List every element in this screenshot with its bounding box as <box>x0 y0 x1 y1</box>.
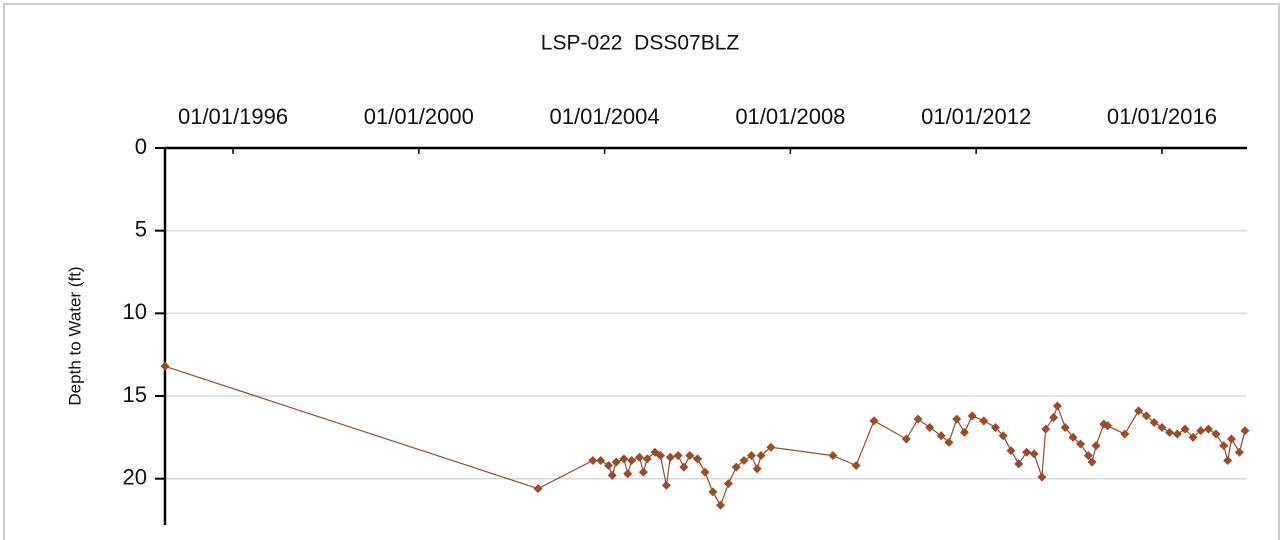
data-point <box>1211 429 1221 439</box>
y-tick-label: 5 <box>135 216 147 241</box>
data-point <box>627 456 637 466</box>
data-point <box>1226 434 1236 444</box>
data-point <box>1240 426 1250 436</box>
data-point <box>944 437 954 447</box>
data-point <box>1006 446 1016 456</box>
data-point <box>634 452 644 462</box>
x-tick-label: 01/01/1996 <box>178 104 288 129</box>
data-point <box>936 431 946 441</box>
data-point <box>588 456 598 466</box>
data-point <box>959 427 969 437</box>
data-point <box>1165 427 1175 437</box>
data-point <box>1029 449 1039 459</box>
data-point <box>1087 457 1097 467</box>
y-axis-label: Depth to Water (ft) <box>65 266 84 405</box>
data-point <box>766 442 776 452</box>
chart-title: LSP-022 DSS07BLZ <box>541 32 740 55</box>
data-point <box>673 451 683 461</box>
data-point <box>533 484 543 494</box>
data-point <box>623 469 633 479</box>
data-point <box>1234 447 1244 457</box>
data-point <box>723 479 733 489</box>
data-point <box>619 454 629 464</box>
data-point <box>1022 447 1032 457</box>
y-tick-label: 0 <box>135 134 147 159</box>
data-point <box>642 454 652 464</box>
data-point <box>739 456 749 466</box>
data-point <box>967 411 977 421</box>
data-point <box>1083 451 1093 461</box>
data-point <box>952 414 962 424</box>
y-tick-label: 15 <box>123 382 147 407</box>
data-point <box>716 500 726 510</box>
data-point <box>869 416 879 426</box>
y-tick-label: 20 <box>123 465 147 490</box>
data-point <box>979 416 989 426</box>
x-tick-label: 01/01/2016 <box>1107 104 1217 129</box>
data-point <box>661 480 671 490</box>
data-point <box>913 414 923 424</box>
data-point <box>1196 426 1206 436</box>
data-point <box>851 460 861 470</box>
data-point <box>1014 459 1024 469</box>
data-point <box>925 422 935 432</box>
data-point <box>828 451 838 461</box>
data-point <box>1060 422 1070 432</box>
data-point <box>679 462 689 472</box>
x-tick-label: 01/01/2008 <box>735 104 845 129</box>
x-tick-label: 01/01/2004 <box>550 104 660 129</box>
data-point <box>901 434 911 444</box>
data-point <box>638 467 648 477</box>
data-line <box>164 365 1246 507</box>
data-point <box>665 452 675 462</box>
data-point <box>685 451 695 461</box>
data-point <box>708 487 718 497</box>
data-point <box>1041 424 1051 434</box>
data-point <box>1049 413 1059 423</box>
data-point <box>746 451 756 461</box>
data-point <box>1052 401 1062 411</box>
data-point <box>1149 417 1159 427</box>
y-tick-label: 10 <box>123 299 147 324</box>
data-point <box>1076 439 1086 449</box>
data-point <box>1068 432 1078 442</box>
data-point <box>731 462 741 472</box>
data-point <box>596 456 606 466</box>
data-point <box>1172 429 1182 439</box>
data-point <box>700 467 710 477</box>
data-point <box>604 460 614 470</box>
data-point <box>693 454 703 464</box>
x-tick-label: 01/01/2012 <box>921 104 1031 129</box>
frame <box>3 3 1280 540</box>
data-point <box>752 464 762 474</box>
data-point <box>1141 411 1151 421</box>
data-point <box>1037 472 1047 482</box>
data-point <box>1120 429 1130 439</box>
data-point <box>998 431 1008 441</box>
data-point <box>990 422 1000 432</box>
data-point <box>1157 422 1167 432</box>
data-point <box>1134 406 1144 416</box>
data-point <box>1091 441 1101 451</box>
data-point <box>1188 432 1198 442</box>
x-tick-label: 01/01/2000 <box>364 104 474 129</box>
data-point <box>1180 424 1190 434</box>
data-point <box>160 361 170 371</box>
data-point <box>1203 424 1213 434</box>
data-point <box>655 451 665 461</box>
data-point <box>1223 456 1233 466</box>
data-point <box>611 457 621 467</box>
data-point <box>1103 421 1113 431</box>
data-point <box>1219 441 1229 451</box>
data-point <box>756 451 766 461</box>
data-point <box>607 470 617 480</box>
